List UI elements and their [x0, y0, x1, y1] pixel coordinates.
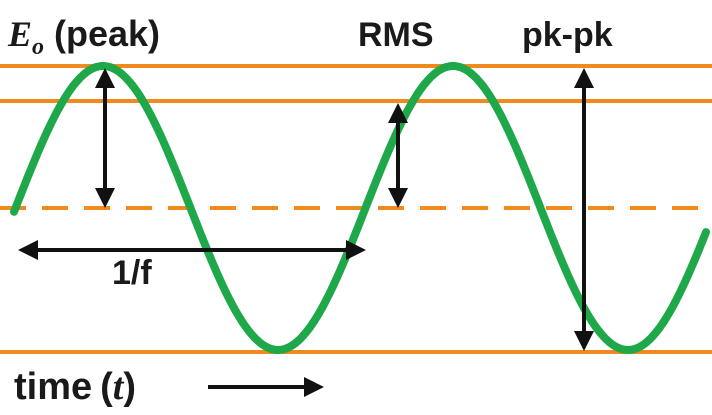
- period-label: 1/f: [112, 254, 152, 292]
- time-close-paren: ): [123, 366, 136, 408]
- peak-subscript: o: [32, 34, 44, 60]
- peak-symbol: E: [7, 14, 32, 54]
- time-symbol: t: [113, 366, 125, 408]
- peak-text: (peak): [54, 13, 160, 54]
- rms-label: RMS: [358, 16, 434, 54]
- pk-pk-label: pk-pk: [522, 16, 613, 54]
- time-word: time: [14, 366, 92, 408]
- time-open-paren: (: [100, 366, 113, 408]
- time-axis-label: time (t): [14, 366, 136, 408]
- peak-label: Eo (peak): [7, 13, 160, 60]
